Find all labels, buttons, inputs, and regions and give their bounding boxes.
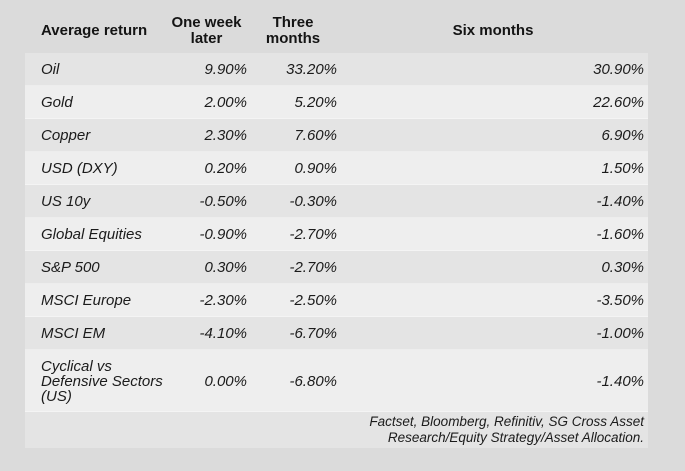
row-label: S&P 500 <box>41 259 100 276</box>
six-months-value: 22.60% <box>593 94 644 111</box>
six-months-value: 6.90% <box>601 127 644 144</box>
row-label: USD (DXY) <box>41 160 118 177</box>
one-week-value: -0.50% <box>199 193 247 210</box>
six-months-value: 30.90% <box>593 61 644 78</box>
table-row-sp500: S&P 500 0.30% -2.70% 0.30% <box>25 251 648 284</box>
six-months-value: -1.00% <box>596 325 644 342</box>
three-months-value: 0.90% <box>294 160 337 177</box>
three-months-value: 5.20% <box>294 94 337 111</box>
table-row-usd-dxy: USD (DXY) 0.20% 0.90% 1.50% <box>25 152 648 185</box>
six-months-value: -1.60% <box>596 226 644 243</box>
three-months-value: -2.70% <box>289 226 337 243</box>
three-months-value: -2.70% <box>289 259 337 276</box>
three-months-value: 33.20% <box>286 61 337 78</box>
one-week-value: 0.30% <box>204 259 247 276</box>
six-months-value: -1.40% <box>596 372 644 390</box>
three-months-value: -6.80% <box>289 372 337 390</box>
one-week-value: 0.00% <box>204 372 247 390</box>
row-label: MSCI Europe <box>41 292 132 309</box>
col-header-six-months: Six months <box>452 21 534 39</box>
row-label: MSCI EM <box>41 325 106 342</box>
row-label: Cyclical vs Defensive Sectors (US) <box>41 357 163 405</box>
returns-table: Average return One week later Three mont… <box>25 0 648 448</box>
source-row: Factset, Bloomberg, Refinitiv, SG Cross … <box>25 412 648 448</box>
three-months-value: -6.70% <box>289 325 337 342</box>
one-week-value: 2.00% <box>204 94 247 111</box>
three-months-value: -2.50% <box>289 292 337 309</box>
one-week-value: 2.30% <box>204 127 247 144</box>
row-label: US 10y <box>41 193 91 210</box>
col-header-average-return: Average return <box>41 21 148 39</box>
table-row-cyclical-vs-defensive: Cyclical vs Defensive Sectors (US) 0.00%… <box>25 350 648 412</box>
three-months-value: 7.60% <box>294 127 337 144</box>
one-week-value: -0.90% <box>199 226 247 243</box>
three-months-value: -0.30% <box>289 193 337 210</box>
table-row-us-10y: US 10y -0.50% -0.30% -1.40% <box>25 185 648 218</box>
col-header-three-months: Three months <box>265 13 321 47</box>
row-label: Copper <box>41 127 91 144</box>
one-week-value: -4.10% <box>199 325 247 342</box>
one-week-value: 9.90% <box>204 61 247 78</box>
table-row-oil: Oil 9.90% 33.20% 30.90% <box>25 53 648 86</box>
row-label: Oil <box>41 61 60 78</box>
table-row-gold: Gold 2.00% 5.20% 22.60% <box>25 86 648 119</box>
one-week-value: -2.30% <box>199 292 247 309</box>
table-header-row: Average return One week later Three mont… <box>25 0 648 53</box>
row-label: Gold <box>41 94 73 111</box>
table-row-copper: Copper 2.30% 7.60% 6.90% <box>25 119 648 152</box>
six-months-value: 1.50% <box>601 160 644 177</box>
source-note: Factset, Bloomberg, Refinitiv, SG Cross … <box>369 414 644 445</box>
table-row-msci-europe: MSCI Europe -2.30% -2.50% -3.50% <box>25 284 648 317</box>
col-header-one-week-later: One week later <box>171 13 242 47</box>
row-label: Global Equities <box>41 226 142 243</box>
six-months-value: -1.40% <box>596 193 644 210</box>
one-week-value: 0.20% <box>204 160 247 177</box>
six-months-value: -3.50% <box>596 292 644 309</box>
six-months-value: 0.30% <box>601 259 644 276</box>
table-row-msci-em: MSCI EM -4.10% -6.70% -1.00% <box>25 317 648 350</box>
table-row-global-equities: Global Equities -0.90% -2.70% -1.60% <box>25 218 648 251</box>
